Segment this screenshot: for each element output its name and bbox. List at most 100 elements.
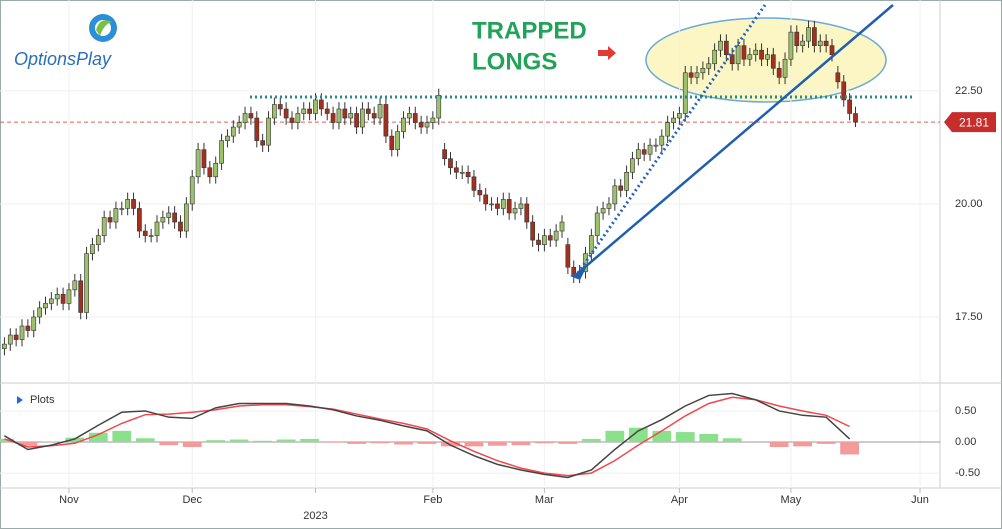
candle-body	[706, 63, 712, 69]
candle-body	[248, 113, 254, 119]
candle-body	[483, 194, 489, 205]
candle-body	[383, 104, 389, 137]
candle-body	[624, 171, 629, 191]
candle-body	[289, 117, 295, 123]
x-tick-label: Mar	[535, 494, 554, 506]
candle-body	[60, 294, 66, 304]
candle-body	[641, 149, 647, 155]
candle-body	[853, 113, 858, 123]
candle-body	[453, 167, 459, 173]
candle-body	[78, 280, 84, 313]
histogram-bar	[816, 442, 836, 444]
candle-body	[295, 113, 301, 123]
candle-body	[418, 122, 424, 128]
candle-body	[741, 45, 747, 60]
candle-body	[72, 280, 78, 291]
logo-text: OptionsPlay	[14, 49, 112, 69]
candle-body	[465, 171, 471, 178]
histogram-bar	[488, 442, 507, 446]
last-price-label: 21.81	[959, 115, 989, 129]
x-tick-label: Apr	[671, 494, 688, 506]
candle-body	[565, 244, 571, 268]
histogram-bar	[675, 432, 695, 443]
candle-body	[283, 108, 289, 119]
x-tick-label: Jun	[911, 494, 929, 506]
candle-body	[389, 135, 395, 150]
candle-body	[342, 108, 348, 119]
x-tick-label: Feb	[423, 494, 442, 506]
candle-body	[131, 199, 136, 209]
candle-body	[794, 31, 800, 46]
trend-line	[577, 4, 894, 274]
candle-body	[307, 108, 312, 114]
candle-body	[301, 108, 307, 114]
histogram-bar	[229, 439, 249, 443]
histogram-bar	[535, 442, 554, 444]
signal-line	[4, 396, 850, 477]
candle-body	[553, 230, 559, 241]
plots-toggle[interactable]	[17, 396, 23, 404]
histogram-bar	[840, 442, 860, 455]
candle-body	[759, 49, 764, 60]
candle-body	[172, 212, 177, 223]
candle-body	[137, 208, 142, 232]
candle-body	[19, 325, 25, 340]
candle-body	[700, 67, 706, 74]
candle-body	[635, 149, 641, 160]
candle-body	[424, 122, 430, 128]
histogram-bar	[323, 442, 343, 443]
candle-body	[230, 126, 236, 137]
candle-body	[729, 54, 735, 65]
histogram-bar	[441, 442, 460, 447]
candle-body	[395, 131, 401, 150]
histogram-bar	[605, 430, 625, 443]
histogram-bar	[722, 438, 742, 443]
y-tick-label: 17.50	[955, 311, 983, 323]
candle-body	[219, 140, 224, 164]
candle-body	[506, 199, 512, 214]
histogram-bar	[370, 442, 390, 444]
candle-body	[659, 135, 665, 146]
candle-body	[407, 113, 412, 119]
candle-body	[213, 162, 219, 178]
candle-body	[841, 81, 847, 101]
candle-body	[477, 190, 483, 196]
candle-body	[606, 203, 612, 209]
candle-body	[653, 144, 659, 147]
histogram-bar	[300, 438, 320, 443]
panel-tick-label: -0.50	[955, 467, 980, 479]
annotation: TRAPPED	[472, 17, 587, 44]
candle-body	[530, 221, 536, 241]
candle-body	[336, 108, 342, 123]
candle-body	[665, 122, 671, 137]
candle-body	[559, 221, 565, 232]
candle-body	[101, 217, 107, 236]
candle-body	[125, 199, 131, 209]
histogram-bar	[769, 442, 789, 447]
histogram-bar	[182, 442, 202, 447]
candle-body	[812, 27, 817, 46]
candle-body	[254, 117, 260, 141]
candle-body	[107, 217, 113, 223]
candle-body	[166, 212, 172, 218]
candle-body	[817, 40, 823, 46]
histogram-bar	[652, 430, 672, 443]
candle-body	[835, 72, 841, 83]
panel-tick-label: 0.50	[955, 405, 976, 417]
last-price-tag	[944, 112, 996, 133]
candle-body	[195, 149, 201, 178]
candle-body	[43, 303, 48, 309]
candle-body	[489, 203, 494, 206]
candle-body	[160, 217, 166, 223]
candle-body	[148, 235, 154, 237]
candle-body	[49, 298, 54, 304]
annotation: LONGS	[472, 48, 557, 75]
candle-body	[512, 208, 518, 214]
candle-body	[747, 54, 753, 60]
candle-body	[201, 149, 207, 169]
trend-arrow	[570, 268, 586, 280]
candle-body	[712, 49, 717, 65]
histogram-bar	[511, 442, 531, 446]
candle-body	[518, 203, 524, 209]
